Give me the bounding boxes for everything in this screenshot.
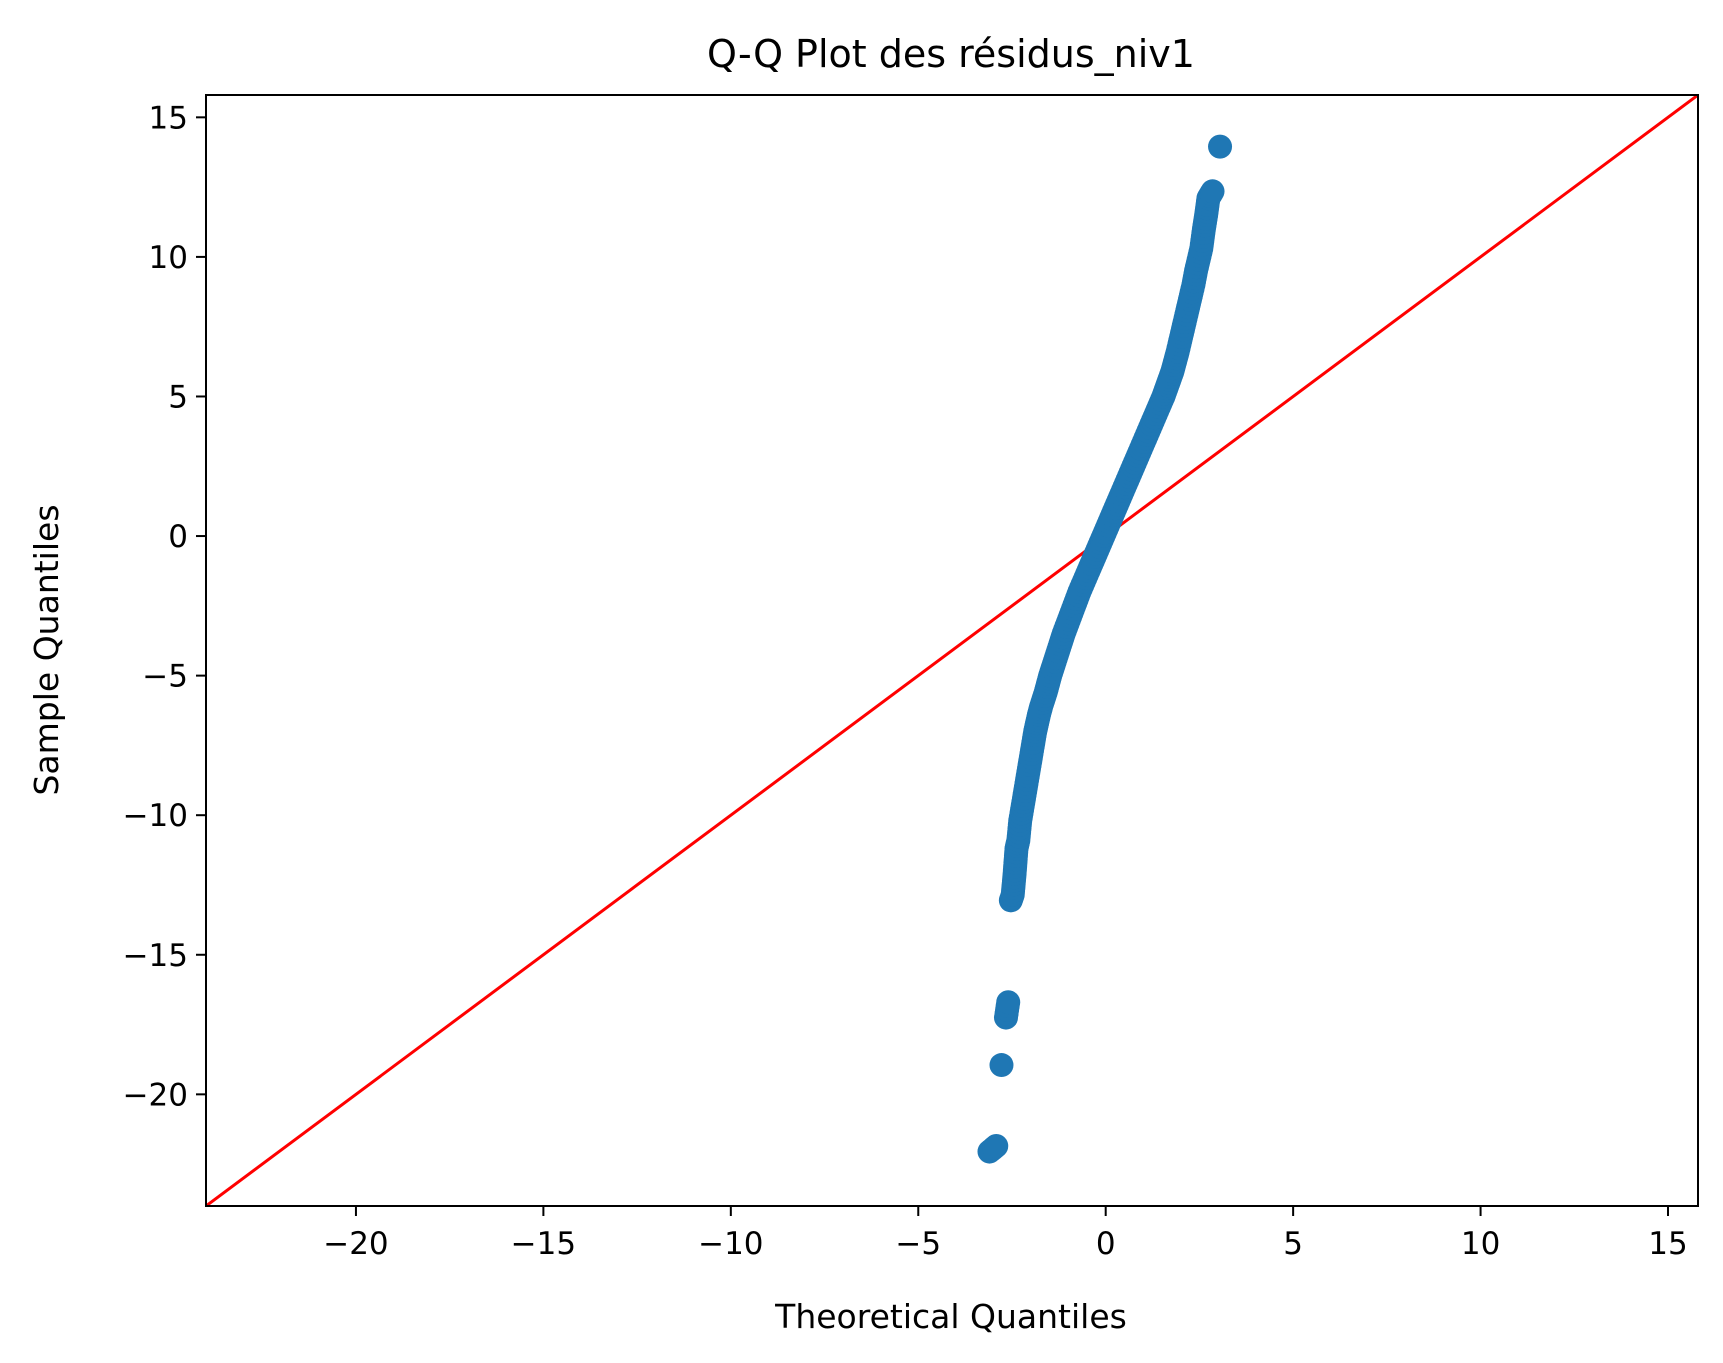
- y-tick-label: 0: [168, 519, 188, 555]
- x-axis-ticks: −20 −15 −10 −5 0 5 10 15: [323, 1206, 1688, 1262]
- chart-title: Q-Q Plot des résidus_niv1: [707, 32, 1195, 76]
- x-tick-label: −10: [698, 1226, 763, 1262]
- data-point: [1208, 134, 1233, 159]
- scatter-points-layer: [977, 134, 1233, 1164]
- x-tick-label: −20: [323, 1226, 388, 1262]
- y-axis-label: Sample Quantiles: [27, 504, 66, 795]
- x-axis-label: Theoretical Quantiles: [774, 1297, 1127, 1336]
- y-tick-label: −20: [123, 1077, 188, 1113]
- x-tick-label: 5: [1283, 1226, 1303, 1262]
- y-tick-label: −10: [123, 798, 188, 834]
- y-tick-label: 15: [149, 100, 188, 136]
- y-axis-ticks: −20 −15 −10 −5 0 5 10 15: [123, 100, 206, 1113]
- data-point: [1200, 179, 1225, 204]
- plot-area-frame: [205, 94, 1699, 1207]
- x-tick-label: 0: [1096, 1226, 1116, 1262]
- y-tick-label: 10: [149, 240, 188, 276]
- x-tick-label: −15: [511, 1226, 576, 1262]
- x-tick-label: −5: [895, 1226, 941, 1262]
- reference-line-layer: [206, 95, 1698, 1206]
- reference-line: [206, 95, 1698, 1206]
- x-tick-label: 10: [1461, 1226, 1500, 1262]
- data-point: [989, 1053, 1014, 1078]
- y-tick-label: −5: [142, 659, 188, 695]
- y-tick-label: −15: [123, 938, 188, 974]
- data-point: [996, 990, 1021, 1015]
- y-tick-label: 5: [168, 379, 188, 415]
- data-point: [984, 1133, 1009, 1158]
- x-tick-label: 15: [1648, 1226, 1687, 1262]
